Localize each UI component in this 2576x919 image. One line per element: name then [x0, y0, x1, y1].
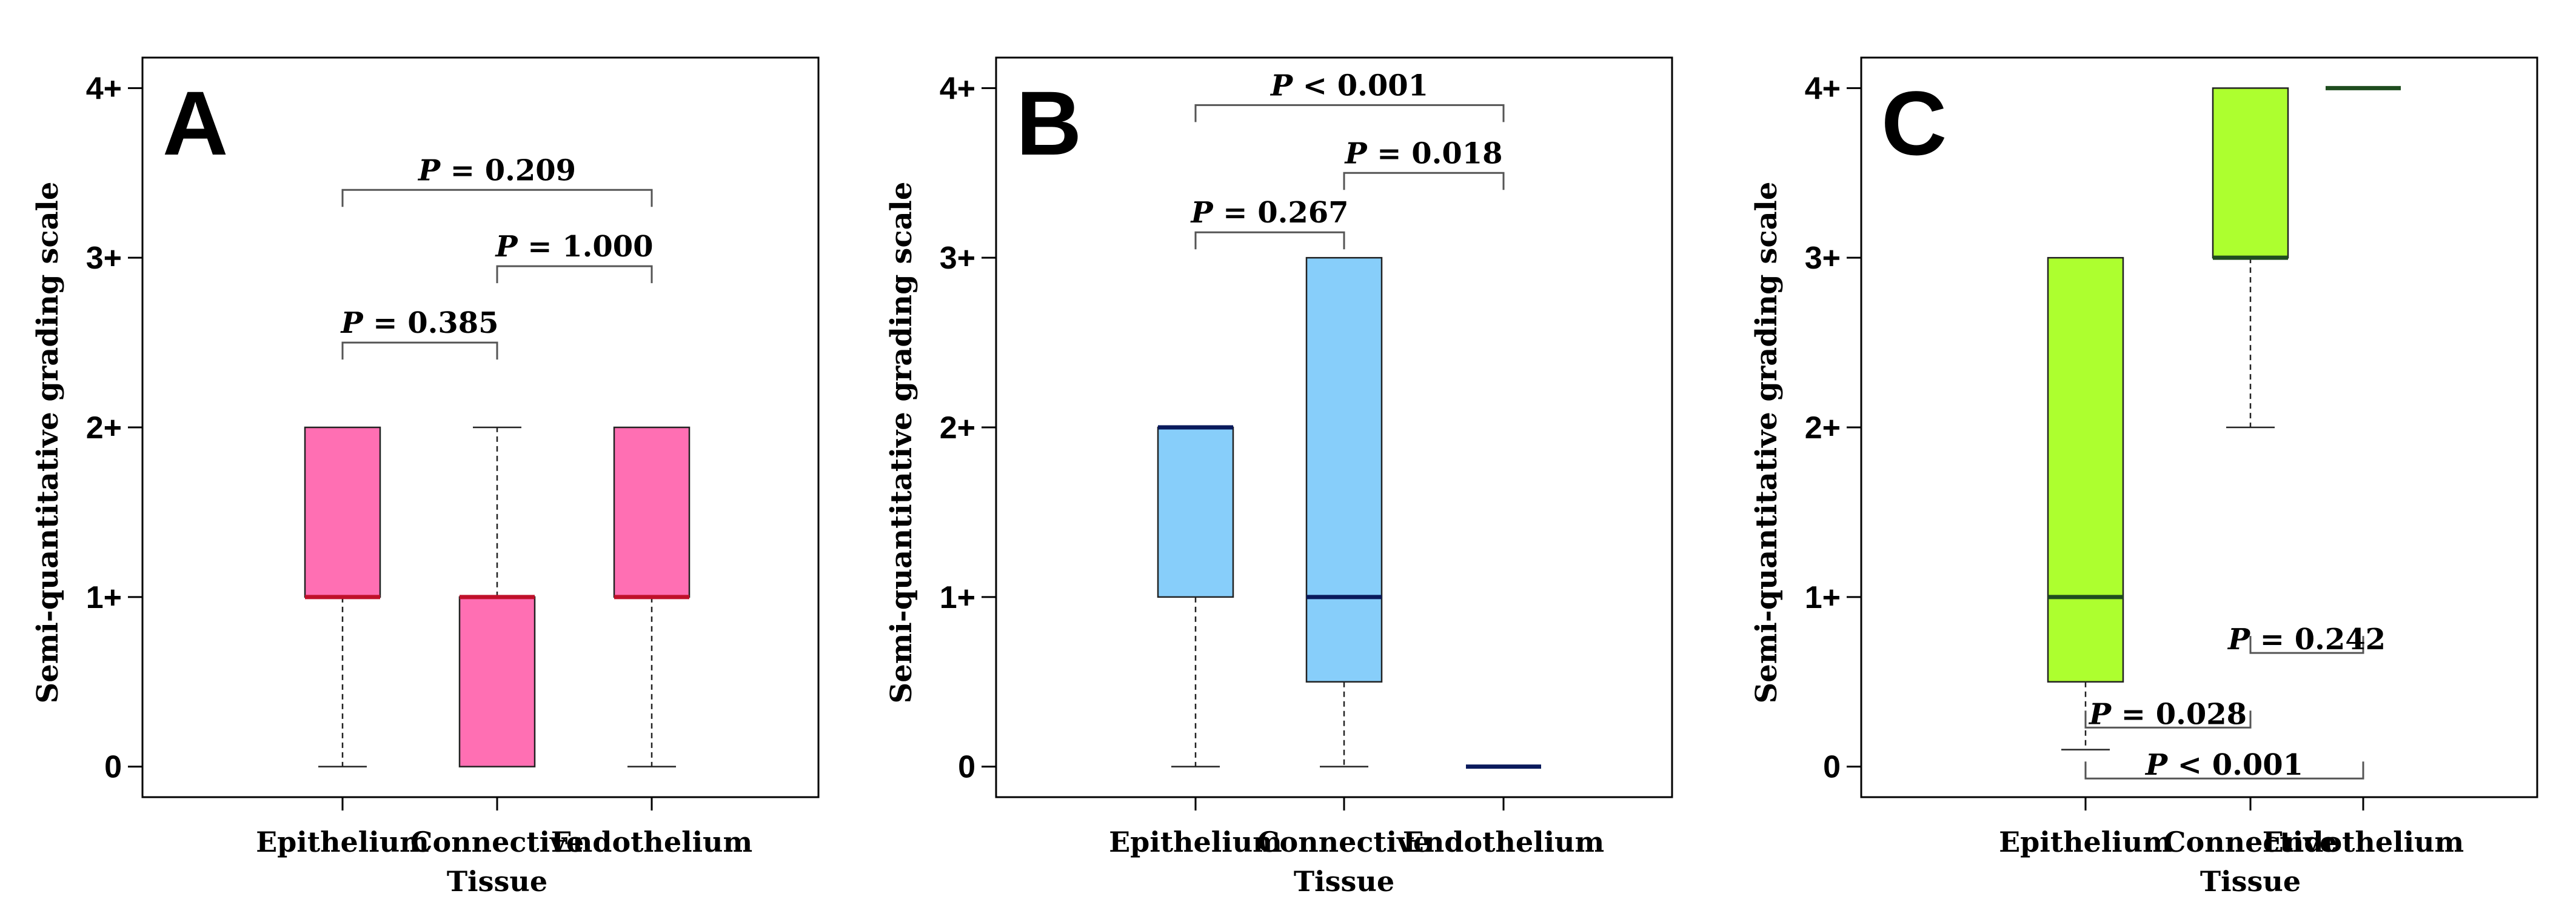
x-category-label-line2: Tissue	[1294, 865, 1394, 898]
box	[1157, 426, 1234, 598]
x-category-label: Epithelium	[1999, 826, 2172, 858]
panel-b: Semi-quantitative grading scale B 0 1+ 2+ 3…	[885, 56, 1673, 898]
p-value-label: P < 0.001	[2144, 748, 2303, 782]
y-tick-label: 1+	[1805, 580, 1841, 615]
comparison-bracket	[2084, 710, 2252, 729]
p-value-text: = 0.267	[1213, 196, 1349, 230]
y-tick-label: 3+	[940, 241, 975, 276]
comparison-bracket	[2249, 636, 2364, 654]
comparison-bracket	[1194, 104, 1505, 122]
p-value-label: P = 0.209	[417, 153, 576, 187]
p-value-label: P = 0.028	[2088, 697, 2247, 731]
panel-a: Semi-quantitative grading scale A 0 1+ 2+ 3…	[31, 56, 820, 898]
x-category-label-line2: Tissue	[2200, 865, 2301, 898]
p-value-label: P < 0.001	[1270, 69, 1428, 102]
x-category-label: Connective	[2164, 826, 2337, 858]
panel-letter: A	[162, 72, 228, 174]
comparison-bracket	[1194, 231, 1345, 250]
panel-letter: B	[1016, 72, 1082, 174]
y-tick-label: 2+	[86, 410, 122, 446]
x-category-label: Endothelium	[2263, 826, 2464, 858]
x-category-label: Endothelium	[551, 826, 752, 858]
x-category-label: Epithelium	[1109, 826, 1282, 858]
y-axis-title: Semi-quantitative grading scale	[885, 182, 918, 704]
y-axis-title: Semi-quantitative grading scale	[1750, 182, 1784, 704]
p-value-label: P = 0.385	[340, 306, 498, 340]
x-category-label: Connective	[1257, 826, 1431, 858]
y-tick-label: 2+	[1805, 410, 1841, 446]
p-symbol: P	[340, 306, 364, 340]
box	[2047, 256, 2124, 683]
y-tick-label: 3+	[86, 241, 122, 276]
p-symbol: P	[2144, 748, 2169, 782]
comparison-bracket	[2084, 761, 2364, 780]
comparison-bracket	[496, 265, 653, 284]
p-value-text: = 0.028	[2111, 697, 2247, 731]
y-axis-title: Semi-quantitative grading scale	[31, 182, 65, 704]
box	[2212, 87, 2289, 259]
panel-c: Semi-quantitative grading scale C 0 1+ 2+ 3…	[1750, 56, 2538, 898]
p-symbol: P	[1343, 136, 1368, 170]
box	[458, 596, 536, 767]
y-tick-label: 3+	[1805, 241, 1841, 276]
p-symbol: P	[1189, 196, 1214, 230]
p-value-label: P = 0.267	[1189, 196, 1348, 230]
y-tick-label: 0	[958, 750, 975, 785]
y-tick-label: 0	[1823, 750, 1841, 785]
x-category-label: Epithelium	[256, 826, 429, 858]
y-tick-label: 0	[104, 750, 122, 785]
y-tick-label: 1+	[940, 580, 975, 615]
p-symbol: P	[417, 153, 441, 187]
p-value-text: = 0.209	[440, 153, 576, 187]
p-symbol: P	[1270, 69, 1294, 102]
y-tick-label: 2+	[940, 410, 975, 446]
y-tick-label: 1+	[86, 580, 122, 615]
x-category-label: Connective	[410, 826, 584, 858]
panel-letter: C	[1881, 72, 1947, 174]
p-value-text: = 0.018	[1367, 136, 1503, 170]
p-symbol: P	[494, 230, 518, 264]
x-category-label: Endothelium	[1403, 826, 1604, 858]
box	[304, 426, 381, 598]
y-tick-label: 4+	[86, 71, 122, 106]
p-value-text: < 0.001	[1293, 69, 1428, 102]
box	[1305, 256, 1383, 683]
comparison-bracket	[341, 189, 653, 207]
comparison-bracket	[341, 341, 498, 360]
p-value-text: = 1.000	[518, 230, 654, 264]
p-value-label: P = 0.018	[1343, 136, 1502, 170]
p-value-label: P = 0.242	[2227, 623, 2386, 657]
p-value-text: = 0.242	[2250, 623, 2386, 657]
p-value-text: = 0.385	[363, 306, 499, 340]
y-tick-label: 4+	[940, 71, 975, 106]
y-tick-label: 4+	[1805, 71, 1841, 106]
plot-frame	[1860, 56, 2538, 798]
box	[613, 426, 691, 598]
p-value-text: < 0.001	[2167, 748, 2303, 782]
p-symbol: P	[2227, 623, 2251, 657]
x-category-label-line2: Tissue	[447, 865, 547, 898]
p-symbol: P	[2088, 697, 2112, 731]
comparison-bracket	[1343, 172, 1505, 190]
p-value-label: P = 1.000	[494, 230, 653, 264]
